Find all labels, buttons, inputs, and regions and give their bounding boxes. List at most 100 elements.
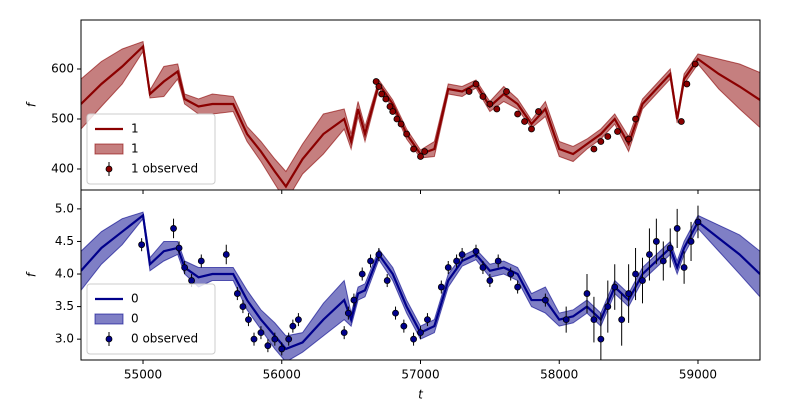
- observed-point: [295, 316, 302, 324]
- plot-area: [81, 40, 760, 190]
- observed-point: [250, 335, 258, 343]
- legend-label: 0 observed: [131, 332, 198, 346]
- observed-point: [239, 303, 247, 310]
- observed-point: [625, 135, 633, 143]
- observed-point: [424, 316, 431, 324]
- observed-point: [378, 90, 386, 98]
- legend-label: 1 observed: [131, 162, 198, 176]
- observed-point: [666, 244, 674, 252]
- observed-point: [264, 342, 272, 350]
- x-tick-label: 55000: [124, 368, 162, 382]
- observed-point: [444, 264, 452, 271]
- legend-patch: [94, 143, 124, 155]
- observed-point: [375, 83, 383, 90]
- observed-point: [590, 145, 598, 153]
- observed-point: [372, 78, 380, 85]
- observed-point: [400, 322, 408, 330]
- y-tick-label: 4.5: [55, 234, 74, 248]
- observed-point: [285, 335, 293, 343]
- observed-point: [417, 153, 424, 160]
- observed-point: [257, 329, 265, 337]
- observed-point: [673, 225, 681, 232]
- observed-point: [410, 335, 417, 343]
- x-tick-label: 59000: [679, 368, 717, 382]
- observed-point: [392, 309, 399, 317]
- observed-point: [453, 257, 460, 265]
- observed-point: [632, 115, 639, 123]
- observed-point: [583, 290, 591, 297]
- observed-point: [393, 115, 401, 123]
- observed-point: [479, 93, 487, 100]
- x-tick-label: 56000: [263, 368, 301, 382]
- observed-point: [344, 309, 352, 317]
- observed-point: [646, 251, 653, 258]
- observed-point: [677, 118, 685, 125]
- observed-point: [382, 95, 390, 103]
- observed-point: [687, 238, 695, 245]
- observed-point: [514, 110, 522, 118]
- observed-point: [410, 145, 417, 153]
- observed-point: [639, 277, 646, 284]
- y-tick-label: 4.0: [55, 267, 74, 281]
- y-tick-label: 5.0: [55, 201, 74, 215]
- observed-point: [683, 80, 691, 88]
- observed-point: [541, 296, 549, 304]
- observed-point: [507, 270, 515, 278]
- observed-point: [514, 283, 522, 291]
- observed-point: [486, 277, 494, 284]
- observed-point: [493, 105, 501, 113]
- legend-label: 1: [131, 142, 139, 156]
- observed-point: [389, 108, 397, 115]
- legend-label: 0: [131, 292, 139, 306]
- legend-label: 1: [131, 122, 139, 136]
- y-tick-label: 400: [51, 162, 74, 176]
- observed-point: [494, 257, 502, 265]
- legend-marker: [105, 165, 113, 173]
- observed-point: [618, 316, 626, 324]
- observed-point: [590, 316, 598, 324]
- observed-point: [403, 130, 411, 138]
- observed-point: [278, 345, 286, 353]
- observed-point: [417, 329, 424, 337]
- legend-marker: [105, 335, 113, 343]
- observed-point: [680, 264, 688, 271]
- plot-area: [81, 205, 760, 360]
- x-tick-label: 57000: [401, 368, 439, 382]
- y-tick-label: 500: [51, 112, 74, 126]
- observed-point: [659, 257, 667, 265]
- observed-point: [350, 296, 358, 304]
- observed-point: [421, 148, 429, 155]
- observed-point: [181, 264, 189, 271]
- observed-point: [652, 238, 660, 245]
- observed-point: [245, 316, 252, 324]
- observed-point: [271, 335, 279, 343]
- y-tick-label: 3.0: [55, 332, 74, 346]
- legend: 1 1 1 observed: [86, 113, 216, 185]
- legend-box: [86, 283, 216, 355]
- legend: 0 0 0 observed: [86, 283, 216, 355]
- observed-point: [503, 88, 510, 95]
- y-tick-label: 3.5: [55, 299, 74, 313]
- observed-point: [383, 277, 391, 284]
- observed-point: [694, 218, 702, 226]
- observed-point: [611, 283, 619, 291]
- observed-point: [465, 88, 473, 95]
- observed-point: [521, 118, 528, 125]
- observed-point: [437, 283, 445, 291]
- observed-point: [367, 257, 374, 265]
- observed-point: [340, 329, 348, 337]
- observed-point: [188, 277, 195, 284]
- observed-point: [632, 270, 639, 278]
- observed-point: [397, 120, 405, 128]
- observed-point: [197, 257, 205, 265]
- observed-point: [375, 251, 383, 258]
- observed-point: [597, 335, 605, 343]
- y-axis-label: f: [25, 271, 39, 277]
- legend-patch: [94, 313, 124, 325]
- y-tick-label: 600: [51, 62, 74, 76]
- legend-label: 0: [131, 312, 139, 326]
- observed-point: [458, 251, 466, 258]
- observed-point: [358, 270, 366, 278]
- observed-point: [604, 133, 612, 140]
